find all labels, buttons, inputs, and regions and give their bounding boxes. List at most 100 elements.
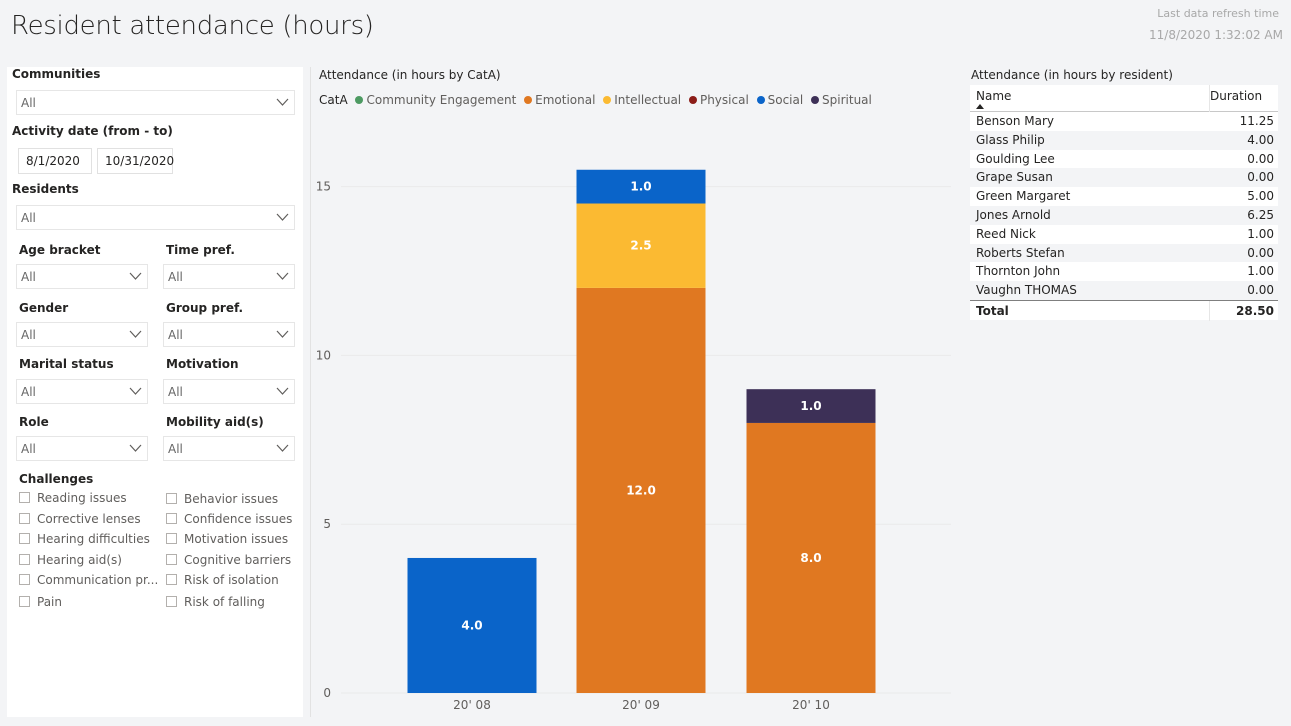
- challenge-checkbox[interactable]: Corrective lenses: [19, 512, 141, 526]
- chart-legend: CatA Community Engagement Emotional Inte…: [319, 93, 876, 107]
- challenge-checkbox[interactable]: Behavior issues: [166, 492, 278, 506]
- gender-value: All: [21, 328, 36, 342]
- cell-duration: 0.00: [1247, 151, 1274, 166]
- challenge-checkbox[interactable]: Reading issues: [19, 491, 127, 505]
- table-header: Name Duration: [970, 85, 1278, 112]
- age-bracket-value: All: [21, 270, 36, 284]
- x-tick-label: 20' 09: [622, 698, 660, 712]
- challenge-label: Corrective lenses: [37, 512, 141, 526]
- x-tick-label: 20' 10: [792, 698, 830, 712]
- checkbox-icon: [19, 554, 30, 565]
- y-tick-label: 0: [323, 686, 331, 700]
- chevron-down-icon: [129, 330, 142, 338]
- data-label: 1.0: [630, 180, 651, 194]
- challenge-checkbox[interactable]: Confidence issues: [166, 512, 292, 526]
- cell-duration: 1.00: [1247, 264, 1274, 279]
- checkbox-icon: [166, 596, 177, 607]
- table-total-row: Total 28.50: [970, 299, 1278, 321]
- communities-dropdown[interactable]: All: [16, 90, 295, 115]
- cell-name: Jones Arnold: [976, 207, 1051, 222]
- checkbox-icon: [166, 554, 177, 565]
- cell-duration: 11.25: [1239, 114, 1274, 128]
- legend-item-community-engagement[interactable]: Community Engagement: [355, 93, 516, 107]
- chevron-down-icon: [129, 387, 142, 395]
- data-label: 4.0: [461, 618, 482, 632]
- age-bracket-dropdown[interactable]: All: [16, 264, 148, 289]
- gender-dropdown[interactable]: All: [16, 322, 148, 347]
- legend-dot-icon: [756, 96, 765, 104]
- bar-segment: [407, 557, 537, 693]
- challenge-checkbox[interactable]: Pain: [19, 595, 62, 609]
- challenge-checkbox[interactable]: Motivation issues: [166, 532, 288, 546]
- legend-label: Intellectual: [614, 93, 682, 107]
- checkbox-icon: [19, 574, 30, 585]
- date-to-input[interactable]: 10/31/2020: [97, 148, 174, 174]
- role-value: All: [21, 442, 36, 456]
- table-row[interactable]: Green Margaret 5.00: [970, 187, 1278, 206]
- chevron-down-icon: [276, 272, 289, 280]
- residents-label: Residents: [12, 182, 79, 196]
- table-row[interactable]: Roberts Stefan 0.00: [970, 243, 1278, 263]
- marital-status-dropdown[interactable]: All: [16, 379, 148, 404]
- table-title: Attendance (in hours by resident): [971, 68, 1173, 82]
- legend-item-social[interactable]: Social: [756, 93, 803, 107]
- column-header-duration[interactable]: Duration: [1210, 89, 1263, 103]
- challenge-label: Confidence issues: [184, 512, 293, 526]
- role-label: Role: [19, 415, 49, 429]
- time-pref-label: Time pref.: [166, 243, 235, 257]
- legend-item-intellectual[interactable]: Intellectual: [603, 93, 681, 107]
- challenge-checkbox[interactable]: Risk of isolation: [166, 573, 279, 587]
- cell-name: Glass Philip: [976, 132, 1045, 147]
- legend-label: Spiritual: [822, 93, 872, 107]
- table-body: Benson Mary 11.25 Glass Philip 4.00 Goulding…: [970, 112, 1278, 300]
- refresh-label: Last data refresh time: [1157, 7, 1279, 20]
- chevron-down-icon: [276, 98, 289, 106]
- legend-dot-icon: [603, 96, 612, 104]
- challenge-label: Pain: [37, 595, 62, 609]
- table-row[interactable]: Glass Philip 4.00: [970, 130, 1278, 150]
- challenge-checkbox[interactable]: Cognitive barriers: [166, 553, 291, 567]
- bar-segment: [576, 203, 706, 288]
- checkbox-icon: [19, 533, 30, 544]
- time-pref-dropdown[interactable]: All: [163, 264, 295, 289]
- table-row[interactable]: Vaughn THOMAS 0.00: [970, 281, 1278, 300]
- communities-value: All: [21, 96, 36, 110]
- table-row[interactable]: Goulding Lee 0.00: [970, 150, 1278, 169]
- challenge-checkbox[interactable]: Hearing aid(s): [19, 553, 122, 567]
- residents-dropdown[interactable]: All: [16, 205, 295, 230]
- legend-label: Community Engagement: [366, 93, 517, 107]
- column-header-name[interactable]: Name: [976, 89, 1012, 103]
- legend-item-emotional[interactable]: Emotional: [524, 93, 595, 107]
- checkbox-icon: [19, 492, 30, 503]
- challenge-checkbox[interactable]: Communication pr...: [19, 573, 158, 587]
- challenge-checkbox[interactable]: Hearing difficulties: [19, 532, 150, 546]
- legend-title: CatA: [319, 93, 348, 107]
- table-row[interactable]: Grape Susan 0.00: [970, 168, 1278, 188]
- table-row[interactable]: Benson Mary 11.25: [970, 112, 1278, 131]
- challenge-checkbox[interactable]: Risk of falling: [166, 595, 265, 609]
- legend-item-spiritual[interactable]: Spiritual: [811, 93, 872, 107]
- table-row[interactable]: Reed Nick 1.00: [970, 225, 1278, 244]
- cell-name: Grape Susan: [976, 170, 1053, 185]
- cell-name: Reed Nick: [976, 226, 1036, 241]
- date-from-input[interactable]: 8/1/2020: [18, 148, 92, 174]
- chart-divider: [310, 67, 311, 717]
- legend-item-physical[interactable]: Physical: [688, 93, 749, 107]
- chevron-down-icon: [276, 444, 289, 452]
- y-tick-label: 10: [316, 348, 331, 362]
- resident-table: Name Duration Benson Mary 11.25 Glass Phil…: [970, 85, 1278, 321]
- column-divider[interactable]: [1209, 85, 1210, 112]
- challenge-label: Communication pr...: [37, 573, 159, 587]
- y-tick-label: 5: [323, 517, 331, 531]
- table-row[interactable]: Jones Arnold 6.25: [970, 205, 1278, 225]
- mobility-aid-dropdown[interactable]: All: [163, 436, 295, 461]
- data-label: 12.0: [626, 483, 656, 497]
- communities-label: Communities: [12, 67, 101, 81]
- cell-duration: 5.00: [1247, 189, 1274, 204]
- residents-value: All: [21, 211, 36, 225]
- legend-dot-icon: [811, 96, 820, 104]
- table-row[interactable]: Thornton John 1.00: [970, 262, 1278, 281]
- motivation-dropdown[interactable]: All: [163, 379, 295, 404]
- role-dropdown[interactable]: All: [16, 436, 148, 461]
- group-pref-dropdown[interactable]: All: [163, 322, 295, 347]
